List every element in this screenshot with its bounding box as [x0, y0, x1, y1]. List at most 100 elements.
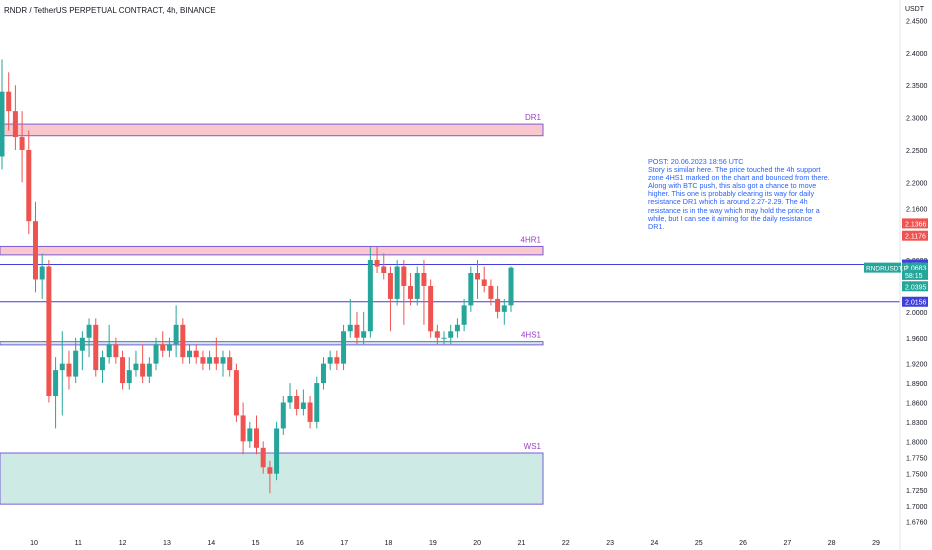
candle-body [180, 324, 186, 358]
x-tick-label: 15 [252, 540, 260, 547]
candle-body [12, 111, 18, 138]
x-tick-label: 24 [651, 540, 659, 547]
candle-body [267, 467, 273, 474]
y-tick-label: 1.7000 [906, 504, 928, 511]
y-tick-label: 1.8600 [906, 401, 928, 408]
candle-body [99, 357, 105, 371]
candle-body [207, 357, 213, 364]
candle-body [86, 324, 92, 338]
price-label-box [902, 218, 928, 229]
candle-body [153, 344, 159, 364]
zone-ws1 [0, 452, 544, 505]
candle-body [120, 357, 126, 384]
y-tick-label: 1.8300 [906, 420, 928, 427]
candle-body [173, 324, 179, 345]
x-tick-label: 27 [783, 540, 791, 547]
note-line: Story is similar here. The price touched… [648, 165, 821, 175]
candle-body [414, 273, 420, 299]
candle-body [488, 285, 494, 299]
candle-body [300, 402, 306, 409]
note-line: resistance is in the way which may hold … [648, 205, 820, 215]
candle-body [347, 324, 353, 332]
candle-body [294, 396, 300, 409]
note-line: zone 4HS1 marked on the chart and bounce… [648, 173, 830, 183]
x-tick-label: 21 [518, 540, 526, 547]
candle-body [73, 350, 79, 377]
candle-body [468, 273, 474, 306]
candle-body [233, 370, 239, 416]
price-label-text: 2.0395 [905, 284, 927, 291]
candle-body [79, 337, 85, 351]
x-tick-label: 18 [385, 540, 393, 547]
x-tick-label: 25 [695, 540, 703, 547]
candle-body [461, 305, 467, 325]
note-line: Along with BTC push, this also got a cha… [648, 181, 817, 191]
note-line: higher. This one is probably clearing it… [648, 189, 815, 199]
candle-body [501, 305, 507, 312]
y-tick-label: 2.1600 [906, 206, 928, 213]
candle-body [327, 357, 333, 364]
x-tick-label: 13 [163, 540, 171, 547]
candle-body [160, 344, 166, 351]
symbol-tag-text: RNDRUSDT.P [866, 266, 908, 273]
candle-body [387, 273, 393, 299]
candle-body [46, 266, 52, 397]
candle-body [394, 266, 400, 299]
symbol-tag-box [864, 262, 901, 273]
candle-body [421, 273, 427, 286]
x-tick-label: 12 [119, 540, 127, 547]
candle-body [166, 344, 172, 351]
candle-body [475, 273, 481, 280]
candle-body [434, 331, 440, 338]
price-label-text: 58:15 [905, 273, 923, 280]
x-tick-label: 16 [296, 540, 304, 547]
price-label-box [902, 262, 928, 273]
candle-body [0, 91, 5, 157]
candle-body [448, 331, 454, 338]
zone-label-dr1: DR1 [525, 113, 542, 122]
candle-body [39, 266, 45, 280]
candle-body [53, 370, 59, 397]
price-label-box [902, 296, 928, 307]
zone-dr1 [0, 123, 544, 137]
note-line: DR1. [648, 221, 665, 231]
x-tick-label: 29 [872, 540, 880, 547]
candle-body [140, 363, 146, 377]
candle-body [280, 402, 286, 429]
candle-body [200, 357, 206, 364]
candle-body [133, 363, 139, 371]
y-tick-label: 2.4500 [906, 18, 928, 25]
candle-body [401, 266, 407, 286]
currency-label: USDT [904, 6, 924, 13]
x-tick-label: 23 [606, 540, 614, 547]
price-label-text: 2.0683 [905, 266, 927, 273]
candle-body [32, 221, 38, 280]
y-tick-label: 1.7750 [906, 456, 928, 463]
candle-body [314, 383, 320, 422]
x-tick-label: 11 [75, 540, 82, 547]
y-tick-label: 2.2000 [906, 180, 928, 187]
y-tick-label: 1.7500 [906, 472, 928, 479]
price-label-text: 2.1176 [905, 234, 926, 241]
candle-body [428, 285, 434, 332]
price-label-box [902, 281, 928, 292]
candle-body [19, 137, 25, 150]
note-line: resistance DR1 which is around 2.27-2.29… [648, 197, 808, 207]
y-tick-label: 1.7250 [906, 488, 928, 495]
candle-body [481, 279, 487, 286]
candle-body [441, 337, 447, 339]
y-tick-label: 1.8900 [906, 381, 928, 388]
price-label-text: 2.1366 [905, 221, 927, 228]
y-tick-label: 2.3000 [906, 116, 928, 123]
candle-body [193, 350, 199, 358]
candle-body [320, 363, 326, 384]
candle-body [408, 285, 414, 299]
x-tick-label: 28 [828, 540, 836, 547]
x-tick-label: 20 [473, 540, 481, 547]
candle-body [247, 428, 253, 442]
candle-body [508, 267, 514, 306]
candle-body [187, 350, 193, 358]
candle-body [93, 324, 99, 371]
